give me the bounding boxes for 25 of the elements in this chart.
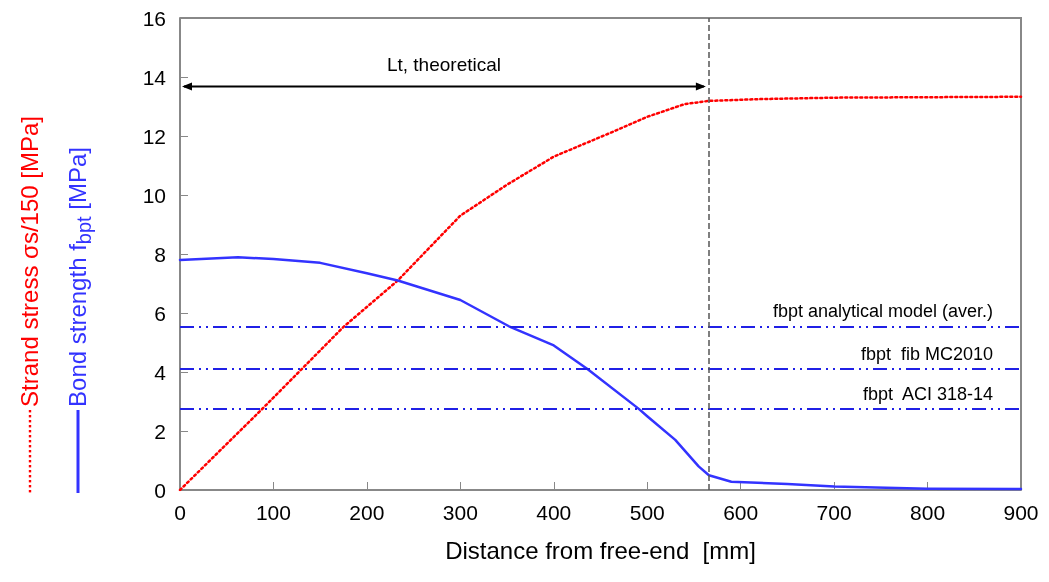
x-tick-label: 400	[536, 501, 572, 524]
x-tick-label: 500	[629, 501, 665, 524]
y-tick-label: 6	[154, 301, 166, 325]
y-tick-label: 0	[154, 478, 166, 502]
ref-line-label: fbpt ACI 318-14	[862, 383, 993, 404]
x-axis-title: Distance from free-end [mm]	[445, 536, 756, 564]
x-tick-label: 600	[723, 501, 759, 524]
x-tick-label: 800	[910, 501, 946, 524]
ref-line-label: fbpt analytical model (aver.)	[772, 301, 993, 322]
x-tick-label: 200	[349, 501, 385, 524]
y-tick-label: 8	[154, 242, 166, 266]
y-tick-label: 14	[142, 65, 167, 89]
x-tick-label: 700	[816, 501, 852, 524]
x-tick-label: 0	[174, 501, 186, 524]
text: Strand stress σs/150 [MPa]	[15, 116, 44, 407]
y-tick-label: 2	[154, 419, 166, 443]
x-tick-label: 300	[442, 501, 478, 524]
y-tick-label: 4	[154, 360, 167, 384]
y-tick-label: 16	[142, 6, 166, 30]
ref-line-label: fbpt fib MC2010	[860, 344, 993, 365]
y-tick-label: 12	[142, 124, 166, 148]
x-tick-label: 900	[1003, 501, 1039, 524]
x-tick-label: 100	[255, 501, 291, 524]
y-tick-label: 10	[142, 183, 166, 207]
annotation: Lt, theoretical	[386, 54, 501, 76]
